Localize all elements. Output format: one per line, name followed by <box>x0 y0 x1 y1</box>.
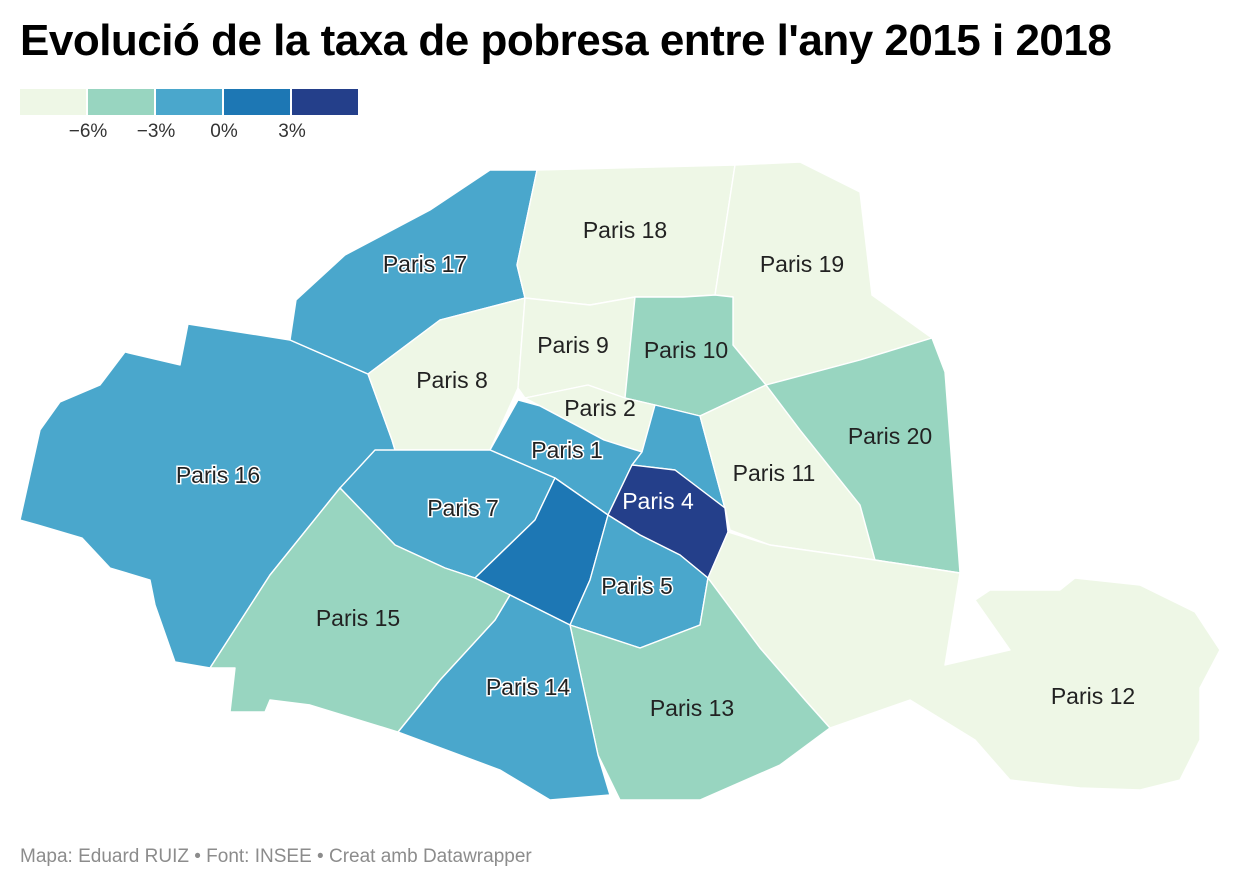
chart-title: Evolució de la taxa de pobresa entre l'a… <box>20 16 1112 65</box>
legend-swatch-2 <box>88 89 154 115</box>
district-label-14: Paris 14 <box>486 674 571 700</box>
district-label-7: Paris 7 <box>427 495 499 521</box>
district-paris-15[interactable] <box>209 487 511 733</box>
district-label-1: Paris 1 <box>531 437 603 463</box>
district-label-20: Paris 20 <box>848 423 932 449</box>
color-legend: −6% −3% 0% 3% <box>20 89 360 145</box>
district-paris-13[interactable] <box>569 577 831 801</box>
district-paris-8[interactable] <box>367 297 526 451</box>
legend-tick-label: 3% <box>278 121 306 142</box>
legend-swatch-1 <box>20 89 86 115</box>
district-label-15: Paris 15 <box>316 605 400 631</box>
district-label-12: Paris 12 <box>1051 683 1135 709</box>
district-label-17: Paris 17 <box>383 251 467 277</box>
district-label-8: Paris 8 <box>416 367 488 393</box>
district-label-10: Paris 10 <box>644 337 728 363</box>
district-label-5: Paris 5 <box>601 573 673 599</box>
district-label-19: Paris 19 <box>760 251 844 277</box>
district-label-18: Paris 18 <box>583 217 667 243</box>
legend-tick-label: 0% <box>210 121 238 142</box>
district-label-11: Paris 11 <box>733 460 816 486</box>
district-label-2: Paris 2 <box>564 395 636 421</box>
legend-swatch-3 <box>156 89 222 115</box>
legend-tick-label: −6% <box>68 121 108 142</box>
district-label-13: Paris 13 <box>650 695 734 721</box>
legend-swatch-4 <box>224 89 290 115</box>
legend-swatch-5 <box>292 89 358 115</box>
footer-credits: Mapa: Eduard RUIZ • Font: INSEE • Creat … <box>20 846 532 867</box>
district-label-9: Paris 9 <box>537 332 609 358</box>
legend-tick-label: −3% <box>136 121 176 142</box>
district-paris-12[interactable] <box>707 531 1221 791</box>
district-label-4: Paris 4 <box>622 488 694 514</box>
district-label-16: Paris 16 <box>176 462 260 488</box>
legend-swatches <box>20 89 360 115</box>
